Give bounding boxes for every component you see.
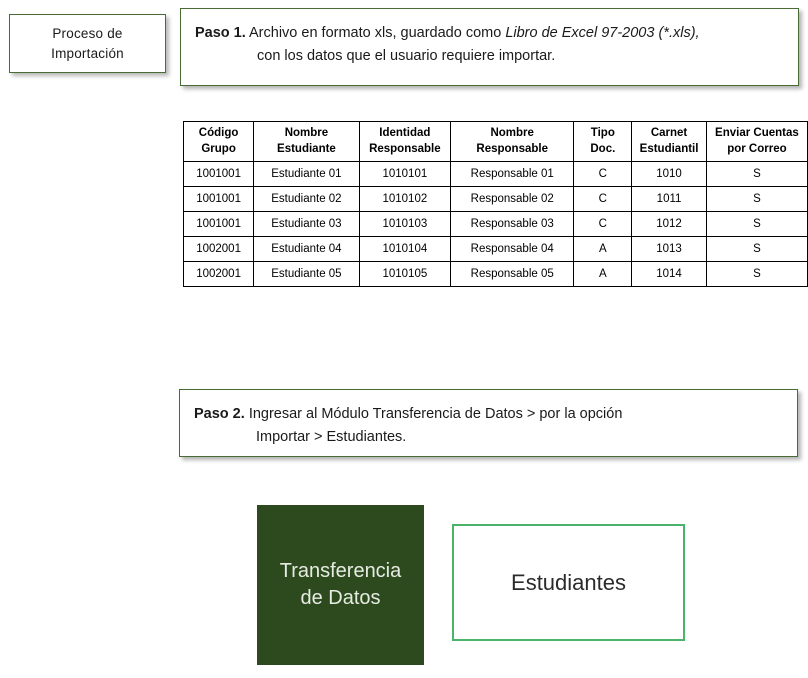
table-row: 1002001 Estudiante 05 1010105 Responsabl…: [182, 261, 808, 287]
cell-identidad-responsable: 1010102: [358, 186, 452, 212]
cell-nombre-estudiante: Estudiante 05: [253, 261, 360, 287]
paso-2-text-line1: Ingresar al Módulo Transferencia de Dato…: [248, 406, 623, 422]
paso-2-content: Paso 2. Ingresar al Módulo Transferencia…: [180, 390, 797, 450]
cell-nombre-responsable: Responsable 02: [450, 186, 575, 212]
header-line-1: Enviar Cuentas: [715, 126, 799, 139]
cell-tipo-doc: C: [573, 186, 633, 212]
table-row: 1002001 Estudiante 04 1010104 Responsabl…: [182, 236, 808, 262]
paso-1-line-1: Paso 1. Archivo en formato xls, guardado…: [195, 22, 798, 45]
cell-codigo-grupo: 1001001: [182, 161, 255, 187]
cell-carnet-estudiantil: 1014: [631, 261, 707, 287]
cell-nombre-estudiante: Estudiante 02: [253, 186, 360, 212]
import-data-table: Código Grupo Nombre Estudiante Identidad…: [182, 121, 808, 287]
header-line-2: Responsable: [369, 142, 441, 155]
paso-1-label: Paso 1.: [195, 25, 246, 41]
paso-2-line-1: Paso 2. Ingresar al Módulo Transferencia…: [194, 403, 797, 426]
cell-enviar-cuentas: S: [705, 211, 808, 237]
paso-2-text-line2: Importar > Estudiantes.: [256, 429, 407, 446]
paso-1-line-2: con los datos que el usuario requiere im…: [195, 45, 798, 68]
cell-codigo-grupo: 1001001: [182, 186, 255, 212]
proceso-importacion-callout: Proceso de Importación: [9, 14, 166, 73]
header-line-1: Nombre: [284, 126, 329, 139]
cell-enviar-cuentas: S: [705, 161, 808, 187]
cell-nombre-responsable: Responsable 04: [450, 236, 575, 262]
header-line-1: Tipo: [590, 126, 615, 139]
header-line-2: por Correo: [727, 142, 787, 155]
cell-codigo-grupo: 1002001: [182, 261, 255, 287]
paso-2-line-2: Importar > Estudiantes.: [194, 426, 797, 449]
table-header-tipo-doc: Tipo Doc.: [573, 121, 633, 162]
cell-identidad-responsable: 1010104: [358, 236, 452, 262]
cell-tipo-doc: A: [573, 261, 633, 287]
paso-1-text-b: ,: [695, 25, 700, 41]
cell-identidad-responsable: 1010103: [358, 211, 452, 237]
proceso-line-1: Proceso de: [52, 25, 123, 41]
table-header-codigo-grupo: Código Grupo: [182, 121, 255, 162]
cell-carnet-estudiantil: 1011: [631, 186, 707, 212]
paso-1-text-italic: Libro de Excel 97-2003 (*.xls): [505, 25, 696, 41]
cell-tipo-doc: C: [573, 161, 633, 187]
transferencia-line-1: Transferencia: [279, 560, 402, 582]
cell-nombre-responsable: Responsable 01: [450, 161, 575, 187]
header-line-2: Doc.: [590, 142, 616, 155]
table-row: 1001001 Estudiante 02 1010102 Responsabl…: [182, 186, 808, 212]
table-header-enviar-cuentas-por-correo: Enviar Cuentas por Correo: [705, 121, 808, 162]
cell-enviar-cuentas: S: [705, 186, 808, 212]
estudiantes-tile-label: Estudiantes: [511, 569, 626, 595]
paso-1-text-line2: con los datos que el usuario requiere im…: [257, 48, 556, 65]
modulo-transferencia-de-datos-tile[interactable]: Transferencia de Datos: [257, 505, 424, 665]
proceso-line-2: Importación: [51, 45, 124, 61]
header-line-2: Estudiante: [277, 142, 336, 155]
header-line-1: Carnet: [650, 126, 688, 139]
cell-identidad-responsable: 1010105: [358, 261, 452, 287]
cell-nombre-estudiante: Estudiante 01: [253, 161, 360, 187]
paso-2-label: Paso 2.: [194, 406, 245, 422]
table-header-row: Código Grupo Nombre Estudiante Identidad…: [182, 121, 808, 162]
cell-codigo-grupo: 1001001: [182, 211, 255, 237]
cell-tipo-doc: C: [573, 211, 633, 237]
header-line-2: Grupo: [201, 142, 236, 155]
header-line-2: Responsable: [476, 142, 548, 155]
transferencia-line-2: de Datos: [300, 587, 381, 609]
cell-nombre-estudiante: Estudiante 03: [253, 211, 360, 237]
table-body: 1001001 Estudiante 01 1010101 Responsabl…: [182, 161, 808, 287]
paso-1-box: Paso 1. Archivo en formato xls, guardado…: [180, 8, 799, 86]
header-line-1: Identidad: [379, 126, 431, 139]
table-header-identidad-responsable: Identidad Responsable: [358, 121, 452, 162]
cell-nombre-estudiante: Estudiante 04: [253, 236, 360, 262]
cell-nombre-responsable: Responsable 05: [450, 261, 575, 287]
cell-tipo-doc: A: [573, 236, 633, 262]
paso-1-text-a: Archivo en formato xls, guardado como: [249, 25, 506, 41]
cell-nombre-responsable: Responsable 03: [450, 211, 575, 237]
table-header: Código Grupo Nombre Estudiante Identidad…: [182, 121, 808, 162]
table-row: 1001001 Estudiante 03 1010103 Responsabl…: [182, 211, 808, 237]
table-header-nombre-estudiante: Nombre Estudiante: [253, 121, 360, 162]
cell-enviar-cuentas: S: [705, 236, 808, 262]
paso-1-content: Paso 1. Archivo en formato xls, guardado…: [181, 9, 798, 69]
paso-2-box: Paso 2. Ingresar al Módulo Transferencia…: [179, 389, 798, 457]
transferencia-tile-label: Transferencia de Datos: [280, 558, 402, 612]
estudiantes-option-tile[interactable]: Estudiantes: [452, 524, 685, 641]
cell-codigo-grupo: 1002001: [182, 236, 255, 262]
cell-carnet-estudiantil: 1012: [631, 211, 707, 237]
header-line-1: Nombre: [490, 126, 534, 139]
header-line-2: Estudiantil: [639, 142, 699, 155]
cell-enviar-cuentas: S: [705, 261, 808, 287]
header-line-1: Código: [198, 126, 239, 139]
cell-carnet-estudiantil: 1010: [631, 161, 707, 187]
table-header-nombre-responsable: Nombre Responsable: [450, 121, 575, 162]
table-row: 1001001 Estudiante 01 1010101 Responsabl…: [182, 161, 808, 187]
proceso-importacion-text: Proceso de Importación: [51, 24, 124, 63]
cell-carnet-estudiantil: 1013: [631, 236, 707, 262]
cell-identidad-responsable: 1010101: [358, 161, 452, 187]
table-header-carnet-estudiantil: Carnet Estudiantil: [631, 121, 707, 162]
